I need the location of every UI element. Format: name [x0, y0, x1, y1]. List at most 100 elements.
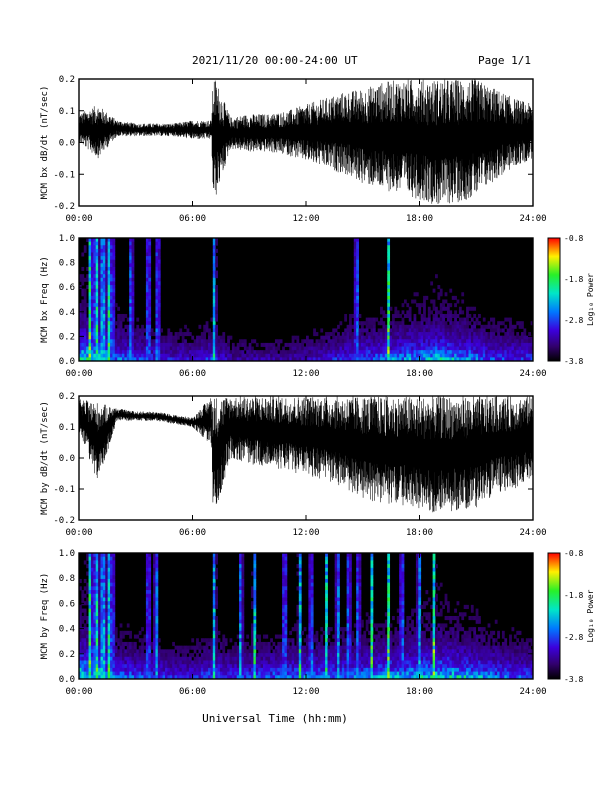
spectrogram-cell — [131, 653, 135, 658]
spectrogram-cell — [157, 310, 161, 315]
spectrogram-cell — [131, 245, 135, 250]
spectrogram-cell — [282, 634, 285, 639]
spectrogram-cell — [79, 675, 82, 680]
spectrogram-cell — [528, 350, 532, 355]
spectrogram-cell — [439, 288, 443, 293]
spectrogram-cell — [95, 353, 99, 358]
spectrogram-cell — [83, 649, 87, 654]
spectrogram-cell — [215, 671, 218, 676]
spectrogram-cell — [437, 295, 441, 300]
spectrogram-cell — [387, 277, 391, 282]
spectrogram-cell — [110, 604, 113, 609]
spectrogram-cell — [313, 328, 316, 333]
spectrogram-cell — [313, 671, 316, 676]
spectrogram-cell — [217, 638, 221, 643]
spectrogram-cell — [489, 335, 493, 340]
spectrogram-cell — [499, 353, 503, 358]
spectrogram-cell — [387, 616, 391, 621]
spectrogram-cell — [368, 630, 371, 635]
colorbar-tick-label: -3.8 — [564, 357, 583, 366]
spectrogram-cell — [427, 353, 431, 358]
spectrogram-cell — [181, 357, 185, 362]
spectrogram-cell — [102, 263, 106, 268]
spectrogram-cell — [382, 630, 386, 635]
spectrogram-cell — [95, 582, 99, 587]
spectrogram-cell — [489, 350, 493, 355]
spectrogram-cell — [196, 656, 199, 661]
spectrogram-cell — [277, 353, 281, 358]
spectrogram-cell — [260, 342, 264, 347]
spectrogram-cell — [124, 675, 128, 680]
spectrogram-cell — [119, 667, 123, 672]
spectrogram-cell — [196, 339, 199, 344]
spectrogram-cell — [119, 671, 123, 676]
spectrogram-cell — [351, 332, 355, 337]
spectrogram-cell — [270, 346, 273, 351]
spectrogram-cell — [95, 295, 99, 300]
spectrogram-cell — [155, 274, 159, 279]
spectrogram-cell — [176, 649, 180, 654]
spectrogram-cell — [145, 281, 149, 286]
spectrogram-cell — [148, 313, 152, 318]
spectrogram-cell — [188, 653, 192, 658]
spectrogram-cell — [387, 619, 391, 624]
spectrogram-cell — [93, 266, 97, 271]
spectrogram-cell — [380, 346, 383, 351]
spectrogram-cell — [239, 353, 242, 358]
spectrogram-cell — [420, 324, 424, 329]
spectrogram-cell — [141, 638, 144, 643]
spectrogram-cell — [353, 339, 357, 344]
spectrogram-cell — [83, 638, 87, 643]
spectrogram-cell — [384, 324, 388, 329]
spectrogram-cell — [377, 664, 381, 669]
spectrogram-cell — [236, 667, 240, 672]
spectrogram-cell — [110, 241, 113, 246]
spectrogram-cell — [480, 339, 484, 344]
spectrogram-cell — [215, 306, 218, 311]
spectrogram-cell — [478, 346, 481, 351]
spectrogram-cell — [212, 653, 216, 658]
spectrogram-cell — [272, 664, 276, 669]
spectrogram-cell — [205, 667, 209, 672]
spectrogram-cell — [418, 321, 422, 326]
spectrogram-cell — [100, 667, 104, 672]
spectrogram-cell — [86, 238, 89, 243]
spectrogram-cell — [363, 634, 367, 639]
spectrogram-cell — [418, 590, 422, 595]
spectrogram-cell — [203, 346, 207, 351]
spectrogram-cell — [468, 313, 472, 318]
spectrogram-cell — [310, 616, 314, 621]
spectrogram-cell — [303, 638, 307, 643]
spectrogram-cell — [310, 567, 314, 572]
spectrogram-cell — [332, 664, 336, 669]
spectrogram-cell — [184, 656, 187, 661]
spectrogram-cell — [102, 564, 106, 569]
spectrogram-cell — [172, 350, 175, 355]
spectrogram-cell — [253, 567, 257, 572]
spectrogram-cell — [188, 664, 192, 669]
spectrogram-cell — [88, 571, 92, 576]
spectrogram-cell — [303, 627, 307, 632]
spectrogram-cell — [198, 342, 202, 347]
spectrogram-cell — [107, 332, 111, 337]
spectrogram-cell — [81, 660, 85, 665]
spectrogram-cell — [212, 299, 216, 304]
spectrogram-cell — [107, 277, 111, 282]
spectrogram-cell — [394, 641, 398, 647]
spectrogram-cell — [81, 634, 85, 639]
spectrogram-cell — [334, 634, 338, 639]
spectrogram-cell — [487, 342, 491, 347]
spectrogram-cell — [353, 310, 357, 315]
spectrogram-cell — [105, 630, 109, 635]
spectrogram-cell — [401, 317, 405, 322]
spectrogram-cell — [222, 649, 226, 654]
spectrogram-cell — [346, 339, 350, 344]
spectrogram-cell — [411, 357, 414, 362]
spectrogram-cell — [308, 575, 312, 580]
spectrogram-cell — [353, 346, 357, 351]
spectrogram-cell — [277, 653, 281, 658]
x-tick-label: 24:00 — [519, 214, 546, 224]
spectrogram-cell — [334, 601, 338, 606]
spectrogram-cell — [141, 645, 144, 650]
spectrogram-cell — [145, 285, 149, 290]
